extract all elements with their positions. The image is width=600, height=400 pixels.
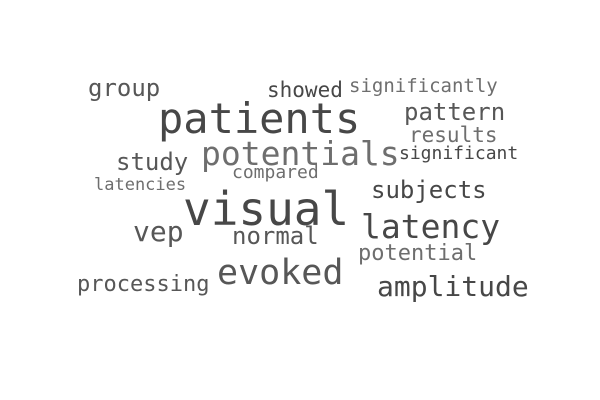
word-latencies: latencies <box>94 175 187 195</box>
word-group: group <box>88 74 161 102</box>
word-subjects: subjects <box>371 176 487 204</box>
word-potential: potential <box>358 241 478 266</box>
word-vep: vep <box>133 215 184 248</box>
word-processing: processing <box>77 272 210 297</box>
word-amplitude: amplitude <box>377 270 529 303</box>
word-significantly: significantly <box>349 75 498 97</box>
word-significant: significant <box>399 143 519 164</box>
word-showed: showed <box>267 78 343 102</box>
word-results: results <box>409 123 498 147</box>
word-compared: compared <box>232 162 319 183</box>
word-potentials: potentials <box>201 134 400 173</box>
word-study: study <box>116 148 189 176</box>
word-normal: normal <box>232 222 319 250</box>
word-pattern: pattern <box>404 98 506 126</box>
word-latency: latency <box>361 207 501 246</box>
word-patients: patients <box>158 94 361 143</box>
word-evoked: evoked <box>217 253 344 293</box>
word-visual: visual <box>183 182 350 236</box>
